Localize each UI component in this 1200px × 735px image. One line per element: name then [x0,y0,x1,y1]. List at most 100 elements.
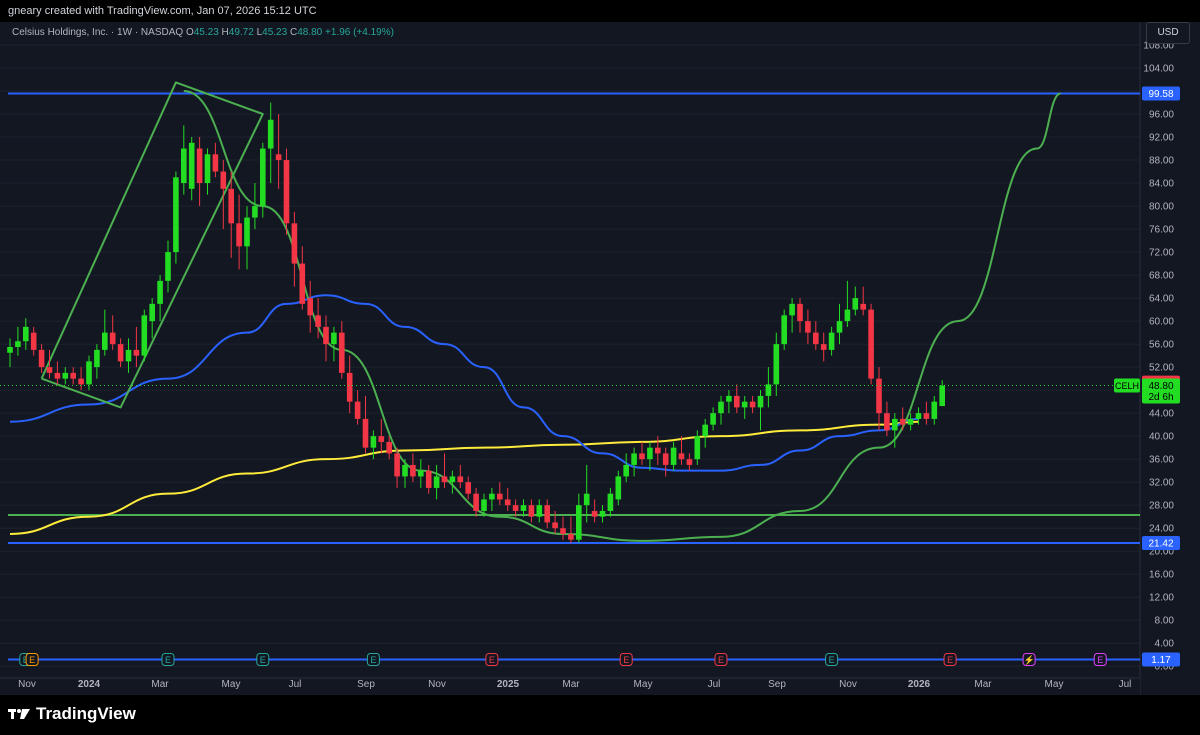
high-value: 49.72 [228,27,254,38]
candle-down [54,372,61,379]
symbol-legend: Celsius Holdings, Inc. · 1W · NASDAQ O45… [12,27,394,38]
y-tick-label: 76.00 [1149,225,1174,236]
chart-area[interactable]: 108.00104.00100.0096.0092.0088.0084.0080… [0,22,1200,695]
candle-up [892,418,898,431]
candle-down [662,453,669,465]
candle-up [489,493,495,500]
earnings-marker-label: E [489,655,495,665]
candle-up [125,349,132,362]
candle-down [678,453,685,460]
candle-down [560,528,566,534]
candle-down [315,315,321,327]
candle-up [599,510,606,517]
candle-down [38,349,45,368]
sma-yellow-line [9,420,919,535]
x-tick-label: Nov [428,679,446,690]
candle-down [362,418,369,448]
candle-down [655,447,661,454]
y-tick-label: 16.00 [1149,570,1174,581]
price-chart[interactable]: 108.00104.00100.0096.0092.0088.0084.0080… [0,22,1200,695]
candle-down [820,344,827,350]
candle-up [781,315,787,345]
candle-down [465,482,471,494]
earnings-marker [25,653,39,667]
y-tick-label: 92.00 [1149,133,1174,144]
candle-down [591,510,598,517]
y-tick-label: 0.00 [1155,662,1175,673]
candle-up [536,505,543,517]
candle-up [62,372,69,379]
tradingview-logo-icon [8,709,30,719]
candle-down [70,372,76,379]
candle-down [410,464,416,477]
earnings-marker-label: ⚡ [1023,654,1034,666]
candle-up [520,505,527,511]
candle-down [236,223,242,247]
candle-down [473,493,479,511]
price-label-bg [1142,652,1180,667]
time-axis [0,677,1140,695]
price-label: 48.80 [1148,381,1173,392]
y-tick-label: 56.00 [1149,340,1174,351]
candle-down [528,505,535,517]
open-value: 45.23 [193,27,219,38]
candle-up [647,447,653,460]
candle-up [718,401,724,414]
earnings-marker-label: E [1097,655,1103,665]
y-tick-label: 96.00 [1149,110,1174,121]
y-tick-label: 20.00 [1149,547,1174,558]
candle-down [457,476,464,483]
candle-up [181,148,187,184]
y-tick-label: 28.00 [1149,501,1174,512]
candle-down [291,223,298,264]
candle-down [109,332,116,345]
y-tick-label: 68.00 [1149,271,1174,282]
candle-up [789,303,795,316]
y-tick-label: 88.00 [1149,156,1174,167]
candle-up [165,252,171,281]
x-tick-label: Jul [708,679,721,690]
low-value: 45.23 [262,27,288,38]
symbol-tag-bg [1114,378,1140,393]
price-label-bg [1142,86,1180,101]
y-tick-label: 80.00 [1149,202,1174,213]
currency-button[interactable]: USD [1146,22,1190,44]
y-tick-label: 32.00 [1149,478,1174,489]
earnings-marker [256,653,270,667]
candle-up [370,436,377,448]
candle-down [497,493,503,500]
y-tick-label: 64.00 [1149,294,1174,305]
candle-up [702,424,708,437]
candle-down [923,413,930,419]
y-tick-label: 24.00 [1149,524,1174,535]
tradingview-logo: TradingView [8,704,136,724]
price-label-bg [1142,378,1180,393]
price-label-bg [1142,389,1180,404]
x-tick-label: Nov [839,679,857,690]
close-value: 48.80 [297,27,323,38]
y-tick-label: 36.00 [1149,455,1174,466]
earnings-marker [161,653,175,667]
open-label: O [185,27,194,38]
candle-down [876,378,882,414]
candle-up [331,332,337,345]
candle-up [694,436,701,460]
candle-down [46,367,53,373]
candle-down [117,344,124,362]
candle-down [639,453,645,460]
candle-up [188,142,195,189]
price-axis [1140,22,1200,695]
candle-down [228,188,234,224]
candle-down [275,154,282,161]
candle-up [252,206,258,218]
price-label: 2d 6h [1148,392,1173,403]
candle-down [425,470,432,488]
candle-down [299,263,306,304]
candle-down [196,148,203,184]
candle-up [102,332,108,350]
candle-down [133,349,140,356]
candle-up [94,349,100,368]
x-tick-label: Sep [768,679,786,690]
candle-down [378,436,385,442]
symbol-name: Celsius Holdings, Inc. · 1W · NASDAQ [12,27,184,38]
